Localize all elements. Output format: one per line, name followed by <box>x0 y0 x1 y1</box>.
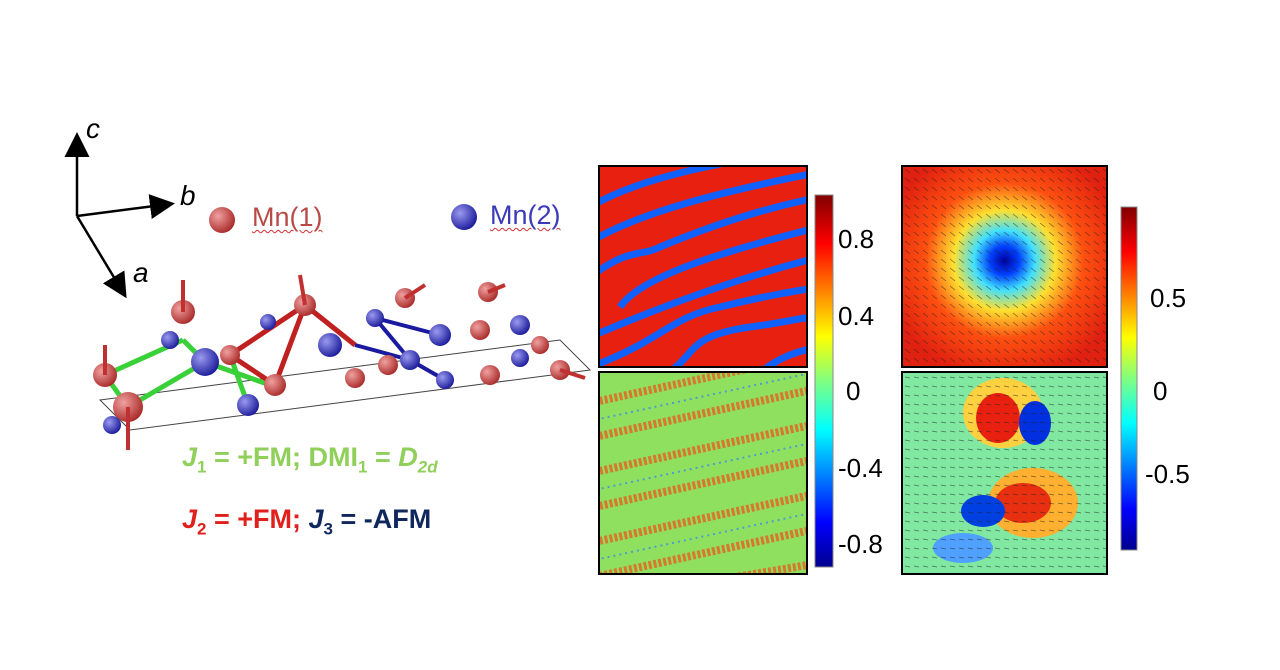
j3-text: = -AFM <box>333 504 432 534</box>
cbar-left-tick-1: 0.4 <box>838 301 875 331</box>
cbar-right-tick-1: 0 <box>1153 376 1168 406</box>
j1-symbol: J <box>182 442 198 472</box>
dmi-eq: = <box>367 442 399 472</box>
legend-mn1: Mn(1) <box>252 202 323 232</box>
cbar-left-tick-3: -0.4 <box>838 453 883 483</box>
skyrmion-panel <box>901 165 1108 368</box>
noisy-stripe-panel <box>598 371 808 575</box>
axis-label-c: c <box>86 113 100 144</box>
cbar-right-tick-2: -0.5 <box>1145 459 1190 489</box>
d-symbol: D <box>398 442 418 472</box>
legend-mn2: Mn(2) <box>490 200 561 230</box>
colorbar-right <box>1120 206 1138 551</box>
noisy-stripe-pattern <box>600 373 806 573</box>
colorbar-left <box>814 194 834 568</box>
axes-triad <box>64 132 175 299</box>
skyrmion-texture <box>903 167 1106 366</box>
cbar-left-tick-2: 0 <box>846 376 861 406</box>
j2-symbol: J <box>182 504 198 534</box>
cbar-left-tick-0: 0.8 <box>838 224 875 254</box>
cbar-left-tick-4: -0.8 <box>838 529 883 559</box>
j3-sub: 3 <box>323 519 334 539</box>
dmi-sub: 1 <box>358 457 368 477</box>
mn2-marker <box>451 204 477 230</box>
stripe-pattern <box>600 167 806 366</box>
axis-label-a: a <box>133 257 149 288</box>
equation-j2-j3: J2 = +FM; J3 = -AFM <box>182 504 431 539</box>
d-sub: 2d <box>417 457 438 477</box>
j2-sub: 2 <box>197 519 207 539</box>
axis-label-b: b <box>180 180 196 211</box>
j2-text: = +FM; <box>206 504 309 534</box>
stripe-domain-panel <box>598 165 808 368</box>
j3-symbol: J <box>308 504 324 534</box>
mn1-marker <box>209 207 235 233</box>
equation-j1-dmi: J1 = +FM; DMI1 = D2d <box>182 442 438 477</box>
j1-sub: 1 <box>197 457 207 477</box>
cbar-right-tick-0: 0.5 <box>1150 283 1187 313</box>
bimeron-panel <box>901 371 1108 575</box>
legend-markers <box>209 204 477 233</box>
j1-text: = +FM; DMI <box>206 442 359 472</box>
bimeron-texture <box>903 373 1106 573</box>
crystal-structure <box>93 274 592 450</box>
